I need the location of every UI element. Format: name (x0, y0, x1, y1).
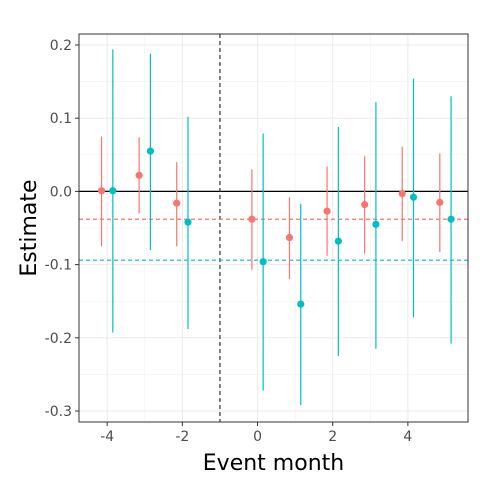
y-tick-label: -0.1 (45, 258, 72, 274)
y-tick-label: -0.3 (45, 404, 72, 420)
data-point (135, 171, 143, 179)
x-tick-label: 0 (253, 429, 262, 445)
x-axis-title: Event month (203, 451, 344, 476)
data-point (248, 215, 256, 223)
data-point (109, 187, 117, 195)
y-axis-title: Estimate (17, 179, 42, 276)
data-point (436, 198, 444, 206)
data-point (447, 215, 455, 223)
y-tick-label: 0.2 (50, 38, 72, 54)
data-point (285, 233, 294, 242)
panel-border (78, 33, 469, 423)
data-point (146, 147, 155, 155)
data-point (97, 187, 106, 195)
y-tick-label: 0.0 (50, 184, 72, 200)
data-point (184, 218, 192, 226)
data-point (297, 300, 305, 308)
y-tick-label: -0.2 (45, 331, 72, 347)
data-point (334, 237, 342, 245)
axes: -4 -2 0 2 4 -0.3 -0.2 -0.1 0.0 0.1 0.2 (45, 38, 413, 445)
data-point (398, 189, 406, 198)
data-point (259, 258, 267, 266)
grid (79, 34, 468, 422)
y-tick-label: 0.1 (50, 111, 72, 127)
x-tick-label: 4 (403, 429, 412, 445)
x-tick-label: -4 (100, 429, 114, 445)
x-tick-label: -2 (175, 429, 189, 445)
series (97, 49, 455, 406)
x-tick-label: 2 (328, 429, 337, 445)
data-point (361, 200, 369, 209)
data-point (323, 207, 331, 215)
data-point (372, 220, 380, 228)
data-point (173, 199, 181, 207)
data-point (409, 193, 418, 201)
